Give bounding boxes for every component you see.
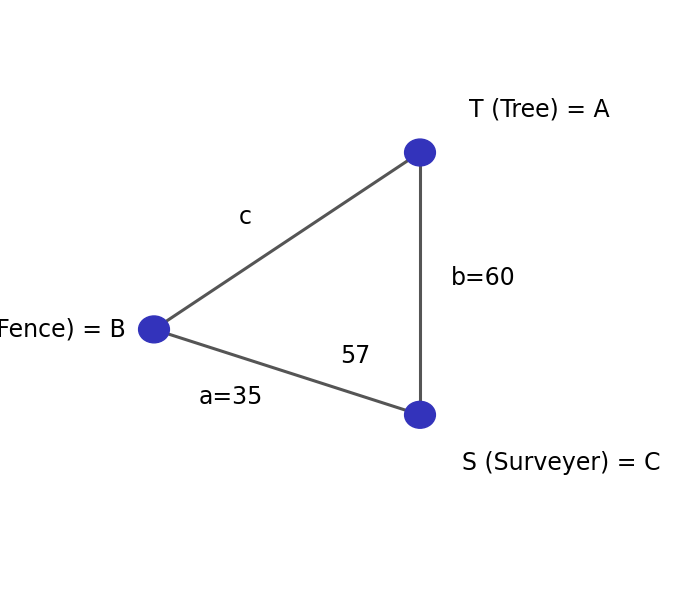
Circle shape — [405, 401, 435, 428]
Text: c: c — [239, 204, 251, 229]
Text: 57: 57 — [340, 344, 371, 368]
Text: T (Tree) = A: T (Tree) = A — [469, 98, 610, 122]
Circle shape — [405, 139, 435, 166]
Text: S (Surveyer) = C: S (Surveyer) = C — [462, 451, 661, 475]
Circle shape — [139, 316, 169, 343]
Text: a=35: a=35 — [199, 384, 263, 409]
Text: b=60: b=60 — [451, 265, 515, 290]
Text: F (Fence) = B: F (Fence) = B — [0, 317, 126, 342]
